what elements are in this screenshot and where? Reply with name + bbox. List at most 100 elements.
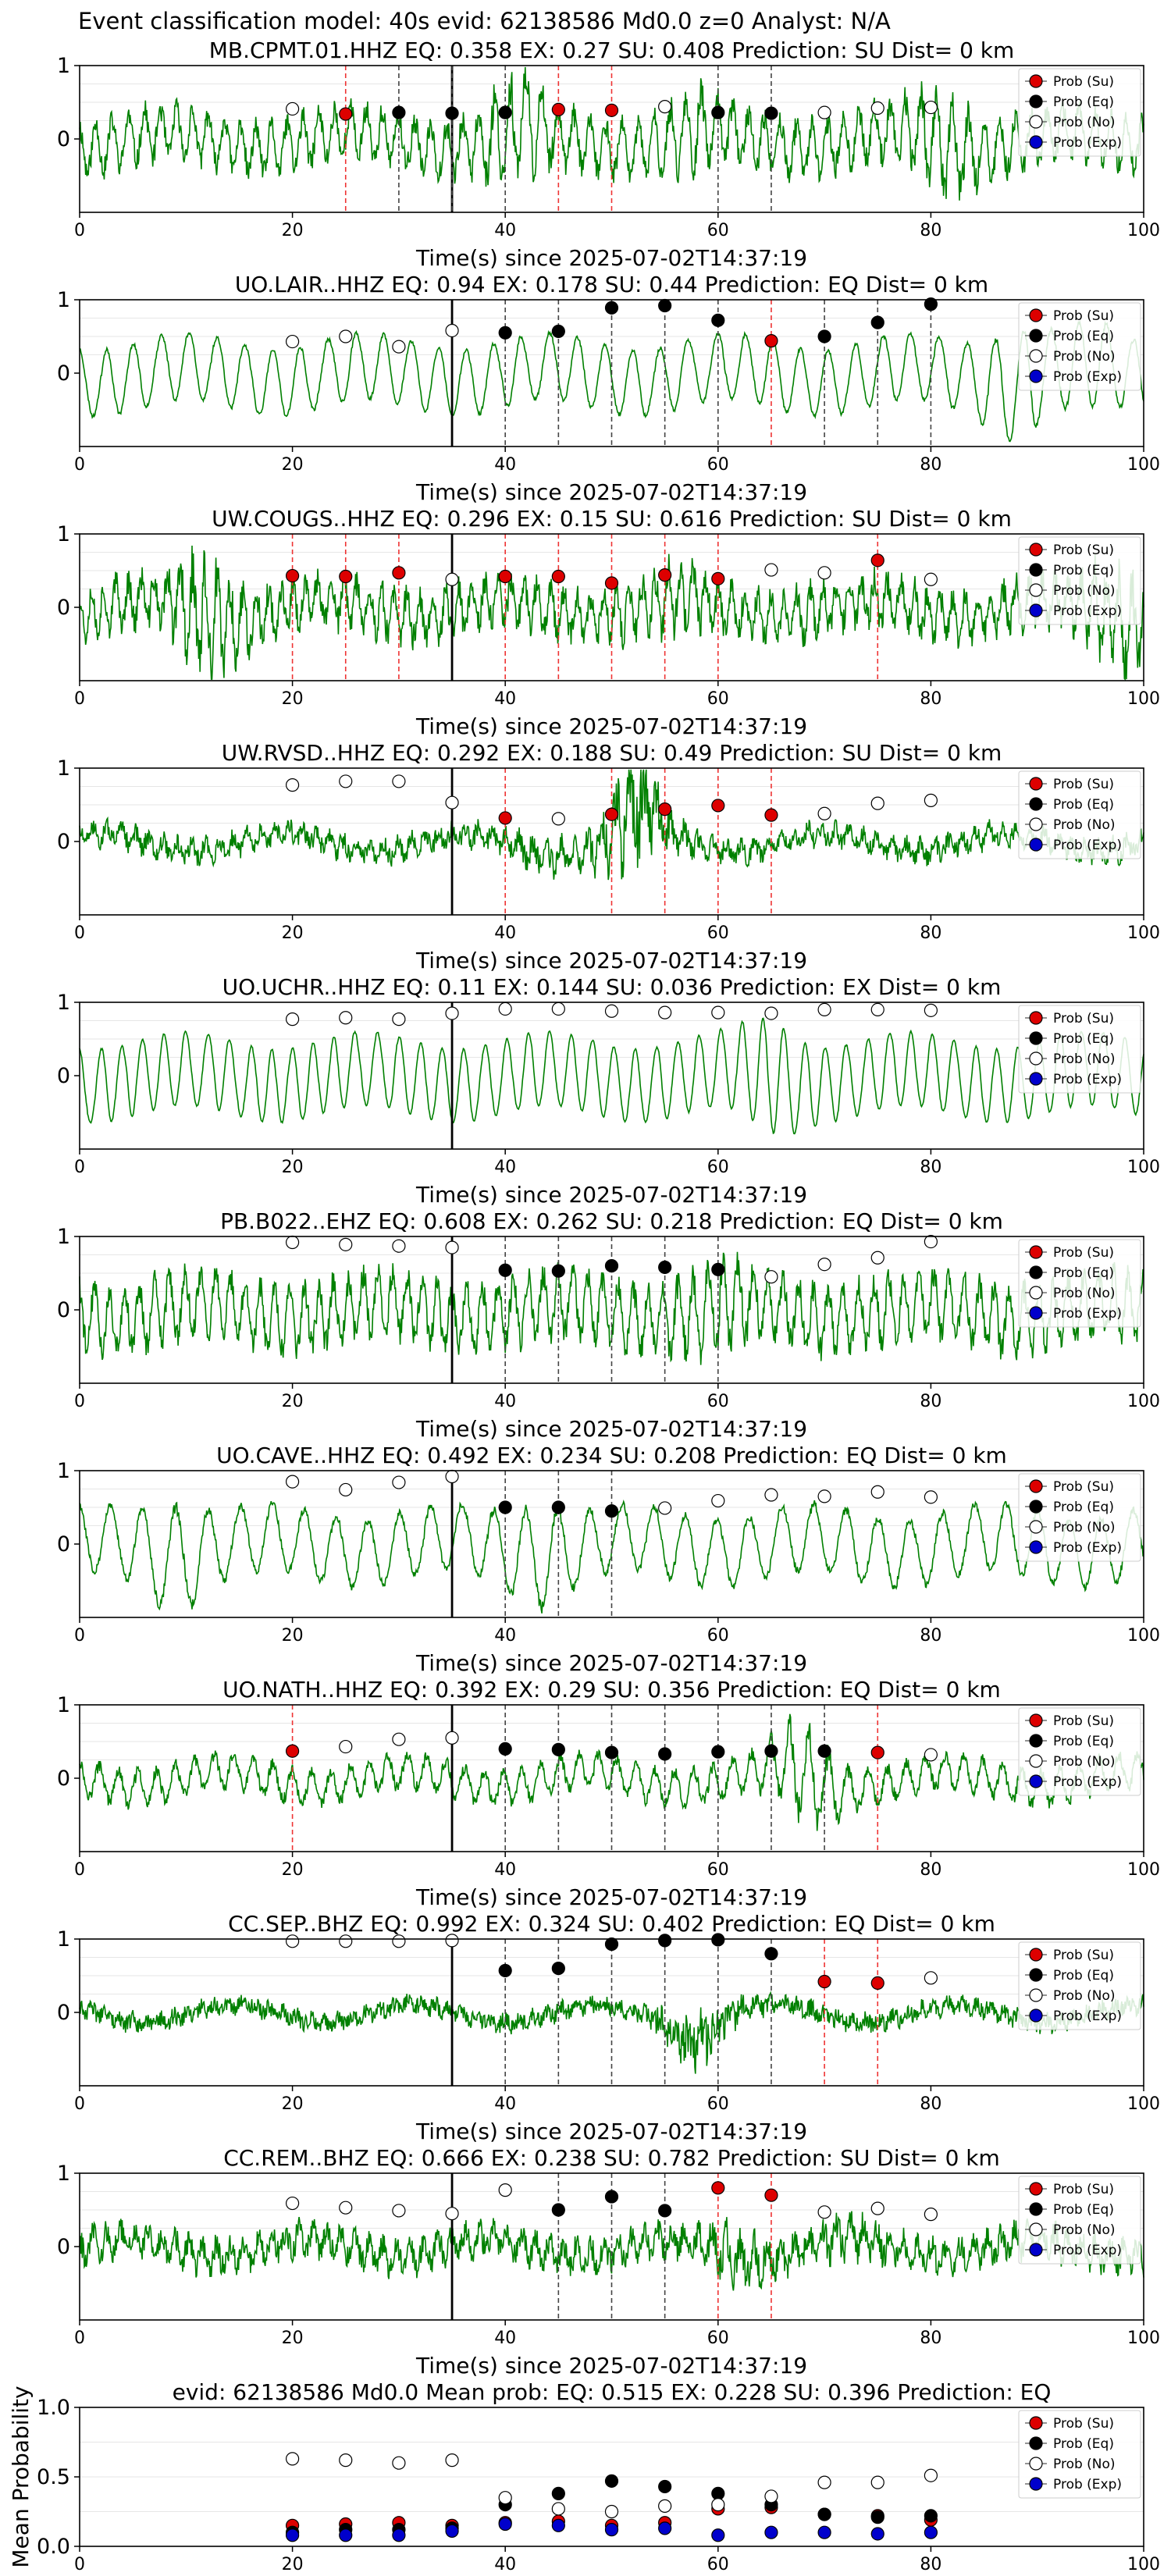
mean-prob-point-no (924, 2468, 938, 2482)
legend-label-su: Prob (Su) (1053, 2182, 1114, 2197)
prob-point-no (924, 1003, 938, 1017)
x-tick-label: 100 (1127, 923, 1160, 943)
prob-point-eq (764, 106, 778, 120)
prob-point-su (764, 334, 778, 348)
prob-point-no (339, 1237, 353, 1251)
x-tick-label: 100 (1127, 2329, 1160, 2348)
legend-label-no: Prob (No) (1053, 2457, 1116, 2472)
prob-point-no (817, 105, 831, 119)
legend-marker-su (1029, 1011, 1043, 1025)
mean-prob-point-no (764, 2489, 778, 2503)
legend-label-eq: Prob (Eq) (1053, 2436, 1114, 2452)
legend-marker-exp (1029, 2008, 1043, 2023)
legend-label-su: Prob (Su) (1053, 1011, 1114, 1026)
chart-panel-9: CC.SEP..BHZ EQ: 0.992 EX: 0.324 SU: 0.40… (57, 1911, 1160, 2144)
mean-prob-point-exp (286, 2528, 300, 2542)
legend-label-eq: Prob (Eq) (1053, 94, 1114, 110)
prob-point-eq (551, 1962, 565, 1976)
legend-marker-no (1029, 2222, 1043, 2236)
x-tick-label: 60 (707, 1158, 729, 1177)
x-tick-label: 20 (282, 2094, 304, 2114)
legend-marker-eq (1029, 329, 1043, 343)
y-tick-label: 0 (57, 361, 70, 386)
legend-marker-su (1029, 777, 1043, 791)
prob-point-no (658, 1005, 672, 1019)
x-tick-label: 0 (74, 1626, 85, 1646)
legend-marker-exp (1029, 2477, 1043, 2491)
prob-point-no (392, 340, 406, 354)
mean-prob-point-exp (551, 2518, 565, 2532)
prob-point-no (339, 1482, 353, 1497)
prob-point-su (286, 1744, 300, 1758)
legend-marker-exp (1029, 1774, 1043, 1788)
prob-point-eq (604, 1937, 619, 1952)
legend-label-exp: Prob (Exp) (1053, 369, 1122, 385)
prob-point-eq (551, 2203, 565, 2217)
x-axis-label: Time(s) since 2025-07-02T14:37:19 (415, 2353, 807, 2379)
x-tick-label: 80 (920, 1626, 941, 1646)
prob-point-eq (764, 1947, 778, 1961)
prob-point-su (604, 103, 619, 117)
x-tick-label: 20 (282, 455, 304, 475)
mean-prob-point-no (817, 2475, 831, 2489)
figure-suptitle: Event classification model: 40s evid: 62… (78, 8, 891, 34)
mean-prob-point-no (658, 2499, 672, 2513)
legend-label-exp: Prob (Exp) (1053, 1774, 1122, 1790)
legend-marker-exp (1029, 135, 1043, 149)
legend-marker-eq (1029, 1500, 1043, 1514)
legend-marker-no (1029, 2457, 1043, 2471)
legend-box (1018, 68, 1141, 157)
mean-prob-point-exp (339, 2528, 353, 2542)
x-tick-label: 40 (494, 221, 516, 240)
legend-label-eq: Prob (Eq) (1053, 797, 1114, 813)
x-tick-label: 0 (74, 2094, 85, 2114)
prob-point-su (551, 102, 565, 116)
panel-title: UW.RVSD..HHZ EQ: 0.292 EX: 0.188 SU: 0.4… (222, 740, 1002, 766)
prob-point-su (658, 568, 672, 582)
legend-label-no: Prob (No) (1053, 1988, 1116, 2004)
prob-point-no (286, 1235, 300, 1250)
legend-marker-exp (1029, 1540, 1043, 1554)
prob-point-no (339, 1934, 353, 1948)
prob-point-no (924, 1971, 938, 1985)
x-axis-label: Time(s) since 2025-07-02T14:37:19 (415, 1416, 807, 1442)
prob-point-su (817, 1974, 831, 1989)
prob-point-no (286, 778, 300, 792)
prob-point-eq (604, 1745, 619, 1759)
x-tick-label: 0 (74, 689, 85, 709)
legend-marker-exp (1029, 603, 1043, 617)
prob-point-no (339, 329, 353, 343)
mean-prob-point-eq (924, 2509, 938, 2523)
legend-label-eq: Prob (Eq) (1053, 1265, 1114, 1281)
legend-marker-su (1029, 1713, 1043, 1727)
prob-point-no (870, 2201, 884, 2215)
legend-label-eq: Prob (Eq) (1053, 2202, 1114, 2218)
legend-marker-eq (1029, 2436, 1043, 2450)
chart-panel-2: UO.LAIR..HHZ EQ: 0.94 EX: 0.178 SU: 0.44… (57, 272, 1160, 505)
x-tick-label: 100 (1127, 1392, 1160, 1411)
legend-marker-no (1029, 1520, 1043, 1534)
prob-point-no (604, 1004, 619, 1018)
x-tick-label: 80 (920, 455, 941, 475)
prob-point-su (604, 807, 619, 821)
prob-point-no (711, 1005, 725, 1019)
prob-point-eq (551, 1264, 565, 1278)
prob-point-no (924, 1234, 938, 1249)
y-tick-label: 0.5 (37, 2465, 70, 2489)
prob-point-eq (604, 2190, 619, 2204)
chart-panel-8: UO.NATH..HHZ EQ: 0.392 EX: 0.29 SU: 0.35… (57, 1677, 1160, 1910)
x-tick-label: 40 (494, 1626, 516, 1646)
x-tick-label: 40 (494, 1860, 516, 1880)
x-axis-label: Time(s) since 2025-07-02T14:37:19 (415, 1884, 807, 1910)
prob-point-eq (764, 1744, 778, 1758)
prob-point-no (445, 1006, 459, 1020)
legend-label-eq: Prob (Eq) (1053, 563, 1114, 578)
prob-point-no (445, 323, 459, 338)
prob-point-no (924, 1748, 938, 1762)
prob-point-no (924, 1490, 938, 1504)
legend-label-no: Prob (No) (1053, 1754, 1116, 1770)
legend-marker-exp (1029, 1072, 1043, 1086)
legend-label-eq: Prob (Eq) (1053, 1734, 1114, 1749)
prob-point-no (339, 774, 353, 788)
prob-point-no (817, 1258, 831, 1272)
